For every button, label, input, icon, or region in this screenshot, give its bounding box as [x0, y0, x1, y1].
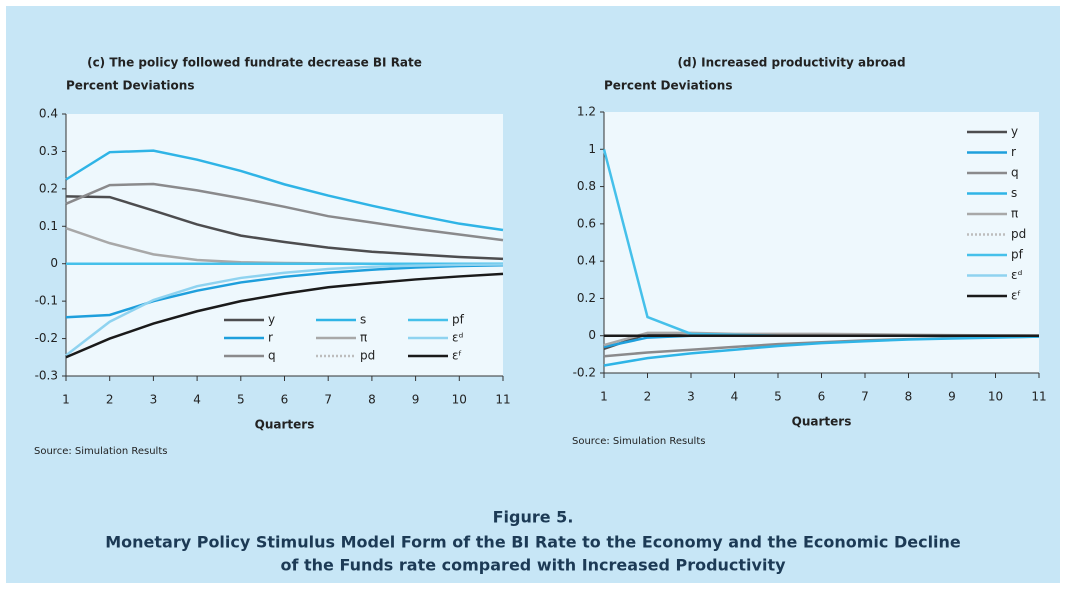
- y-axis-label: Percent Deviations: [604, 79, 732, 93]
- x-tick-label: 8: [368, 393, 376, 407]
- y-tick-label: 0.1: [39, 219, 58, 233]
- series-line: [65, 195, 504, 261]
- y-tick-label: -0.3: [35, 369, 58, 383]
- x-tick-label: 9: [948, 390, 956, 404]
- series-line: [65, 182, 504, 242]
- legend-label: εᶠ: [1011, 289, 1021, 303]
- legend-label: pf: [1011, 248, 1024, 262]
- y-tick-label: 0.4: [39, 107, 58, 121]
- series-line: [65, 263, 504, 319]
- figure-label: Figure 5.: [493, 508, 574, 527]
- x-tick-label: 11: [495, 393, 510, 407]
- x-tick-label: 8: [905, 390, 913, 404]
- figure-caption: Monetary Policy Stimulus Model Form of t…: [105, 533, 961, 552]
- chart-title: (d) Increased productivity abroad: [677, 56, 905, 70]
- x-tick-label: 1: [62, 393, 70, 407]
- legend-label: pf: [452, 313, 465, 327]
- legend-label: π: [360, 331, 367, 345]
- legend-label: r: [1011, 145, 1016, 159]
- legend-label: π: [1011, 207, 1018, 221]
- x-tick-label: 3: [150, 393, 158, 407]
- source: Source: Simulation Results: [572, 436, 705, 447]
- x-tick-label: 10: [988, 390, 1003, 404]
- legend-label: y: [1011, 125, 1018, 139]
- figure-caption: of the Funds rate compared with Increase…: [280, 556, 786, 575]
- legend-label: εᵈ: [452, 331, 463, 345]
- legend-label: pd: [1011, 227, 1026, 241]
- x-tick-label: 3: [687, 390, 695, 404]
- x-tick-label: 4: [193, 393, 201, 407]
- y-tick-label: 0: [588, 328, 596, 342]
- x-tick-label: 7: [324, 393, 332, 407]
- x-axis-label: Quarters: [792, 415, 852, 429]
- series-line: [603, 335, 1040, 367]
- x-tick-label: 11: [1031, 390, 1046, 404]
- x-tick-label: 6: [281, 393, 289, 407]
- legend-label: s: [360, 313, 366, 327]
- x-tick-label: 5: [237, 393, 245, 407]
- x-tick-label: 7: [861, 390, 869, 404]
- x-tick-label: 4: [731, 390, 739, 404]
- x-tick-label: 6: [818, 390, 826, 404]
- y-tick-label: 0.8: [577, 179, 596, 193]
- legend-label: q: [268, 349, 276, 363]
- x-tick-label: 2: [644, 390, 652, 404]
- series-line: [65, 263, 504, 357]
- legend-label: s: [1011, 186, 1017, 200]
- x-tick-label: 2: [106, 393, 114, 407]
- y-tick-label: -0.1: [35, 294, 58, 308]
- legend-label: εᵈ: [1011, 268, 1022, 282]
- legend-label: q: [1011, 166, 1019, 180]
- y-tick-label: 0.6: [577, 216, 596, 230]
- series-line: [65, 272, 504, 359]
- series-line: [65, 149, 504, 232]
- y-tick-label: 0.4: [577, 254, 596, 268]
- x-axis-label: Quarters: [255, 418, 315, 432]
- legend-label: pd: [360, 349, 375, 363]
- x-tick-label: 5: [774, 390, 782, 404]
- source: Source: Simulation Results: [34, 446, 167, 457]
- y-tick-label: -0.2: [35, 331, 58, 345]
- y-tick-label: 0: [50, 256, 58, 270]
- x-tick-label: 10: [452, 393, 467, 407]
- legend-label: y: [268, 313, 275, 327]
- y-tick-label: 1.2: [577, 105, 596, 119]
- x-tick-label: 1: [600, 390, 608, 404]
- y-tick-label: 0.2: [577, 291, 596, 305]
- y-tick-label: 0.3: [39, 144, 58, 158]
- legend-label: r: [268, 331, 273, 345]
- chart-title: (c) The policy followed fundrate decreas…: [87, 56, 422, 70]
- y-tick-label: 0.2: [39, 181, 58, 195]
- legend-label: εᶠ: [452, 349, 462, 363]
- plot-area: [66, 114, 503, 376]
- y-tick-label: 1: [588, 142, 596, 156]
- y-tick-label: -0.2: [573, 366, 596, 380]
- y-axis-label: Percent Deviations: [66, 79, 194, 93]
- x-tick-label: 9: [412, 393, 420, 407]
